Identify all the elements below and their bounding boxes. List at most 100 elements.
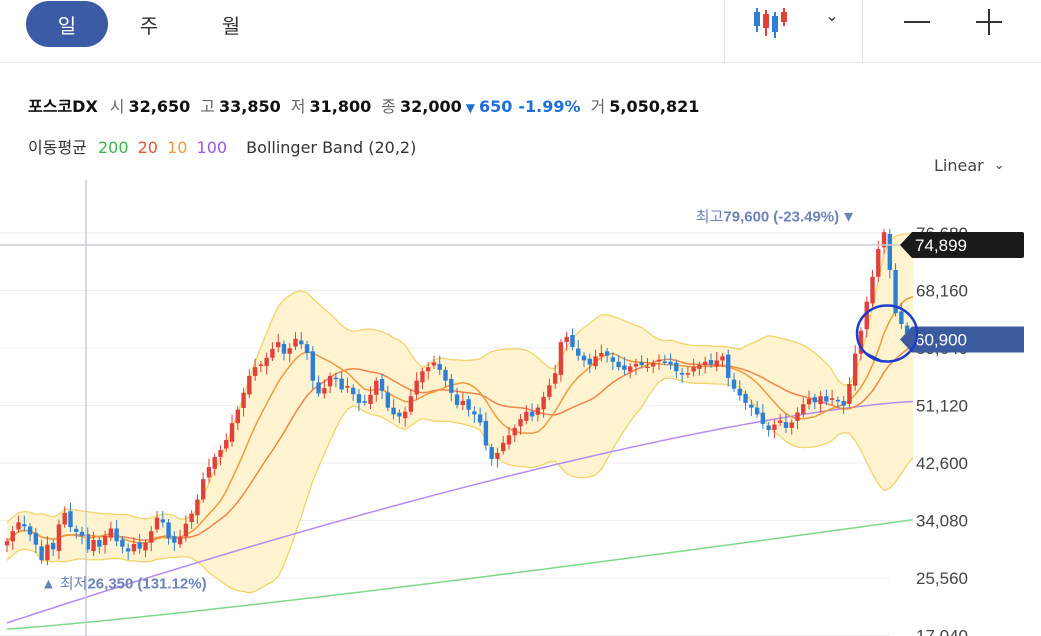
candle bbox=[633, 358, 639, 375]
high-annotation-label: 최고 bbox=[696, 208, 724, 225]
candle bbox=[887, 228, 893, 279]
candle bbox=[864, 296, 869, 338]
candle bbox=[812, 393, 817, 410]
candle bbox=[131, 537, 137, 555]
candle bbox=[489, 443, 494, 466]
candle bbox=[120, 536, 125, 554]
price-chart[interactable]: 76,68068,16059,64051,12042,60034,08025,5… bbox=[0, 180, 1041, 636]
toolbar-divider bbox=[724, 0, 725, 62]
y-tick-label: 51,120 bbox=[916, 397, 968, 416]
candle bbox=[143, 539, 148, 558]
candle bbox=[726, 349, 731, 387]
candle bbox=[137, 533, 142, 554]
minus-icon[interactable] bbox=[902, 10, 932, 34]
low-annotation-label: 최저 bbox=[60, 576, 88, 593]
candle bbox=[351, 384, 356, 401]
candle bbox=[518, 414, 523, 435]
candle bbox=[801, 397, 806, 418]
candle bbox=[599, 344, 604, 362]
candle bbox=[795, 407, 800, 430]
candle bbox=[899, 303, 904, 330]
candle bbox=[524, 404, 529, 425]
open-label: 시 bbox=[109, 97, 125, 116]
candle bbox=[731, 372, 737, 393]
candle bbox=[604, 347, 610, 363]
bollinger-upper-line bbox=[6, 233, 913, 523]
candle bbox=[529, 403, 535, 422]
y-tick-label: 25,560 bbox=[916, 569, 968, 588]
candle bbox=[97, 536, 102, 554]
candle bbox=[564, 331, 569, 351]
volume-label: 거 bbox=[590, 97, 606, 116]
y-tick-label: 42,600 bbox=[916, 454, 968, 473]
candle bbox=[547, 378, 552, 401]
high-annotation: 최고79,600 (-23.49%) ▼ bbox=[696, 208, 856, 225]
candle bbox=[281, 340, 287, 361]
candle bbox=[397, 409, 402, 424]
candle bbox=[576, 340, 581, 361]
candlestick-icon[interactable] bbox=[752, 6, 792, 40]
candle bbox=[541, 391, 546, 418]
candle bbox=[691, 358, 696, 377]
tab-month[interactable]: 월 bbox=[221, 13, 241, 38]
low-annotation: ▲ 최저26,350 (131.12%) bbox=[41, 576, 207, 593]
candle bbox=[466, 395, 471, 417]
candle bbox=[27, 523, 33, 542]
candle bbox=[258, 361, 264, 373]
scale-dropdown[interactable]: Linear ⌄ bbox=[934, 156, 1005, 175]
candle bbox=[512, 424, 517, 443]
candle bbox=[754, 400, 760, 418]
candle bbox=[293, 332, 298, 350]
candle bbox=[385, 385, 391, 412]
candle bbox=[645, 358, 650, 372]
candle bbox=[501, 436, 506, 455]
candle bbox=[431, 355, 437, 369]
candle bbox=[241, 387, 246, 417]
candle bbox=[876, 240, 881, 282]
candle bbox=[852, 345, 858, 391]
candle bbox=[114, 520, 119, 547]
plus-icon[interactable] bbox=[974, 8, 1004, 36]
candle bbox=[189, 510, 194, 529]
open-value: 32,650 bbox=[128, 97, 191, 116]
y-tick-label: 68,160 bbox=[916, 282, 968, 301]
down-triangle-icon: ▼ bbox=[465, 101, 475, 115]
candle bbox=[552, 364, 558, 389]
tab-week[interactable]: 주 bbox=[139, 13, 159, 38]
candle bbox=[495, 447, 500, 468]
ma-label: 이동평균 bbox=[28, 138, 87, 157]
candle bbox=[414, 372, 419, 400]
candle bbox=[472, 406, 477, 423]
candle bbox=[449, 373, 454, 402]
candle bbox=[881, 228, 887, 255]
y-tick-label: 34,080 bbox=[916, 512, 968, 531]
candle bbox=[252, 358, 258, 382]
candle bbox=[483, 412, 489, 451]
candle bbox=[651, 359, 656, 374]
up-triangle-icon: ▲ bbox=[41, 576, 56, 593]
candle bbox=[737, 380, 742, 401]
candle bbox=[229, 414, 235, 447]
candle bbox=[858, 327, 864, 361]
candle bbox=[91, 531, 96, 557]
period-tabs: 일 주 월 bbox=[26, 0, 272, 48]
candle bbox=[587, 353, 592, 373]
candle bbox=[639, 355, 644, 369]
chevron-down-icon[interactable]: ⌄ bbox=[825, 6, 839, 25]
tab-day[interactable]: 일 bbox=[26, 1, 108, 47]
candle bbox=[893, 263, 898, 317]
candle bbox=[685, 366, 691, 378]
candle bbox=[674, 359, 679, 378]
candle bbox=[437, 355, 442, 375]
change-value: 650 bbox=[478, 97, 513, 116]
candle bbox=[766, 422, 771, 437]
candle bbox=[160, 510, 165, 528]
down-triangle-icon: ▼ bbox=[841, 208, 856, 225]
candle bbox=[374, 377, 379, 402]
indicator-legend[interactable]: 이동평균 200 20 10 100 Bollinger Band (20,2) bbox=[28, 134, 422, 158]
candle bbox=[310, 346, 316, 390]
stock-name: 포스코DX bbox=[28, 97, 98, 116]
high-value: 33,850 bbox=[219, 97, 281, 116]
candle bbox=[327, 372, 333, 394]
candle bbox=[760, 404, 766, 429]
